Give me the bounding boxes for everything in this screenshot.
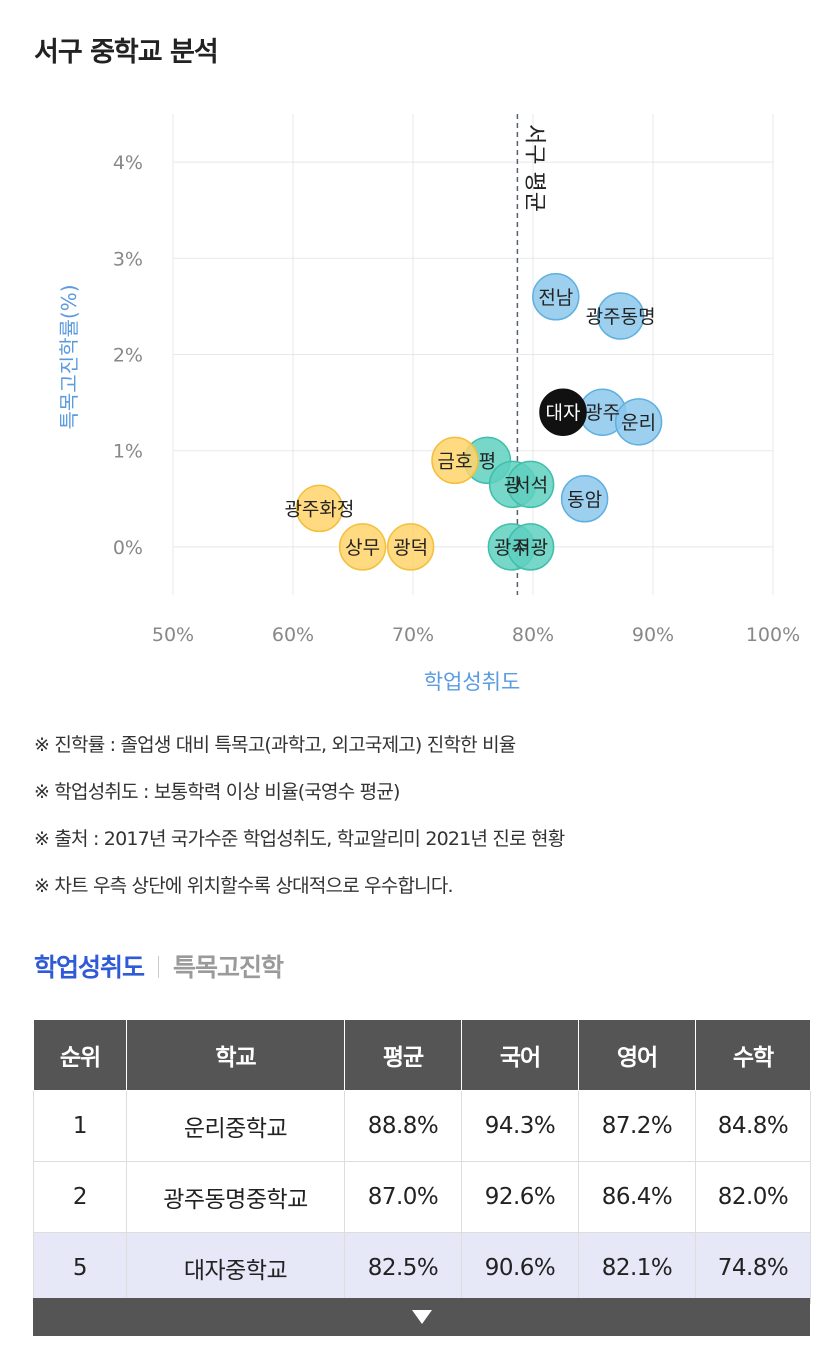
cell-school: 광주동명중학교 — [126, 1161, 345, 1233]
x-tick-label: 100% — [746, 624, 800, 646]
y-tick-label: 0% — [113, 537, 143, 559]
data-point — [532, 273, 580, 321]
cell-math: 74.8% — [695, 1232, 811, 1304]
data-point-label: 운리 — [621, 412, 656, 434]
x-axis-title: 학업성취도 — [424, 670, 521, 694]
header-math: 수학 — [695, 1019, 811, 1091]
data-point-label: 평 — [479, 450, 496, 472]
data-point-label: 금호 — [438, 450, 473, 472]
table-row-highlighted: 5 대자중학교 82.5% 90.6% 82.1% 74.8% — [33, 1232, 811, 1304]
data-point-label: 서석 — [513, 474, 548, 496]
data-point-label: 광덕 — [393, 537, 428, 559]
data-point-label: 광주화정 — [284, 498, 354, 520]
cell-average: 88.8% — [344, 1090, 462, 1162]
data-point-label: 광주동명 — [586, 306, 656, 328]
note-position: ※ 차트 우측 상단에 위치할수록 상대적으로 우수합니다. — [34, 875, 454, 897]
cell-korean: 92.6% — [461, 1161, 579, 1233]
x-tick-label: 50% — [152, 624, 194, 646]
cell-average: 82.5% — [344, 1232, 462, 1304]
data-point-label: 상무 — [345, 537, 380, 559]
tab-special-school[interactable]: 특목고진학 — [173, 953, 284, 982]
data-point — [539, 388, 587, 436]
cell-korean: 94.3% — [461, 1090, 579, 1162]
y-tick-label: 4% — [113, 152, 143, 174]
cell-math: 82.0% — [695, 1161, 811, 1233]
x-tick-label: 60% — [272, 624, 314, 646]
header-school: 학교 — [126, 1019, 345, 1091]
page-title: 서구 중학교 분석 — [34, 37, 219, 68]
cell-school: 대자중학교 — [126, 1232, 345, 1304]
cell-english: 86.4% — [578, 1161, 696, 1233]
note-rate: ※ 진학률 : 졸업생 대비 특목고(과학고, 외고국제고) 진학한 비율 — [34, 734, 516, 756]
cell-rank: 1 — [33, 1090, 127, 1162]
x-tick-label: 90% — [632, 624, 674, 646]
data-point — [295, 484, 344, 533]
cell-korean: 90.6% — [461, 1232, 579, 1304]
x-tick-label: 70% — [392, 624, 434, 646]
header-korean: 국어 — [461, 1019, 579, 1091]
data-point — [506, 523, 555, 571]
note-source: ※ 출처 : 2017년 국가수준 학업성취도, 학교알리미 2021년 진로 … — [34, 828, 565, 850]
data-point — [506, 460, 555, 509]
cell-rank: 5 — [33, 1232, 127, 1304]
x-tick-label: 80% — [512, 624, 554, 646]
ranking-table: 순위 학교 평균 국어 영어 수학 1 운리중학교 88.8% 94.3% 87… — [33, 1019, 811, 1304]
header-english: 영어 — [578, 1019, 696, 1091]
cell-english: 87.2% — [578, 1090, 696, 1162]
data-point-label: 서광 — [513, 537, 548, 559]
notes: ※ 진학률 : 졸업생 대비 특목고(과학고, 외고국제고) 진학한 비율 ※ … — [34, 730, 565, 918]
header-average: 평균 — [344, 1019, 462, 1091]
tab-divider — [158, 956, 160, 978]
expand-table-button[interactable] — [33, 1298, 810, 1336]
triangle-down-icon — [411, 1310, 432, 1324]
data-point-label: 동암 — [567, 489, 602, 511]
data-point — [560, 475, 609, 523]
data-point-label: 광 — [504, 474, 521, 496]
y-axis-title: 특목고진학률(%) — [57, 284, 81, 429]
cell-math: 84.8% — [695, 1090, 811, 1162]
data-point-label: 광주 — [494, 537, 529, 559]
data-point — [386, 523, 435, 571]
data-point-label: 전남 — [538, 287, 573, 309]
table-row: 2 광주동명중학교 87.0% 92.6% 86.4% 82.0% — [33, 1161, 811, 1233]
cell-rank: 2 — [33, 1161, 127, 1233]
table-header-row: 순위 학교 평균 국어 영어 수학 — [33, 1019, 811, 1091]
data-point — [431, 436, 479, 485]
tab-achievement[interactable]: 학업성취도 — [34, 953, 145, 982]
cell-average: 87.0% — [344, 1161, 462, 1233]
cell-english: 82.1% — [578, 1232, 696, 1304]
cell-school: 운리중학교 — [126, 1090, 345, 1162]
note-achievement: ※ 학업성취도 : 보통학력 이상 비율(국영수 평균) — [34, 781, 400, 803]
y-tick-label: 2% — [113, 345, 143, 367]
data-point-label: 광주 — [585, 402, 620, 424]
header-rank: 순위 — [33, 1019, 127, 1091]
y-tick-label: 1% — [113, 441, 143, 463]
y-tick-label: 3% — [113, 248, 143, 270]
tab-bar: 학업성취도 특목고진학 — [34, 948, 284, 984]
average-reference-label: 서구 평균 — [521, 124, 546, 212]
data-point-label: 대자 — [546, 402, 581, 424]
data-point — [596, 292, 645, 340]
data-point — [614, 398, 663, 446]
table-row: 1 운리중학교 88.8% 94.3% 87.2% 84.8% — [33, 1090, 811, 1162]
scatter-chart: 50% 60% 70% 80% 90% 100% 0% 1% 2% 3% 4% 학업성취도 특목고진학률… — [57, 114, 800, 694]
data-point — [338, 523, 387, 571]
